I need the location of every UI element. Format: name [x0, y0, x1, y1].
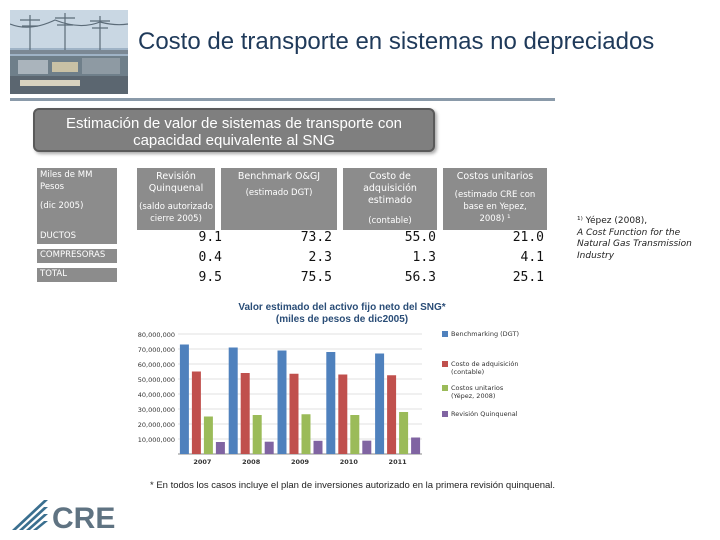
bar	[277, 350, 287, 454]
y-tick-label: 80,000,000	[138, 331, 175, 339]
table-cell: 55.0	[404, 230, 436, 245]
legend-label: Costo de adquisición (contable)	[451, 360, 519, 376]
x-tick-label: 2008	[242, 458, 261, 466]
col-header-line: Costo de	[369, 171, 411, 182]
table-cell: 21.0	[512, 230, 544, 245]
bar	[411, 437, 421, 454]
y-tick-label: 50,000,000	[138, 376, 175, 384]
bar	[338, 374, 348, 454]
y-tick-label: 20,000,000	[138, 421, 175, 429]
legend-swatch	[442, 361, 448, 367]
row-label: DUCTOS	[37, 230, 117, 244]
table-cell: 1.3	[412, 250, 436, 265]
x-tick-label: 2010	[340, 458, 359, 466]
note-line: Natural Gas Transmission	[577, 239, 692, 249]
y-tick-label: 30,000,000	[138, 406, 175, 414]
col-header-line: (saldo autorizado	[139, 202, 213, 212]
logo-graphic: CRE	[12, 500, 115, 535]
table-corner: Miles de MM Pesos (dic 2005)	[37, 168, 117, 230]
chart-svg: Valor estimado del activo fijo neto del …	[138, 302, 519, 466]
cre-logo: CRE	[10, 496, 130, 535]
bar	[179, 344, 189, 454]
bar	[203, 416, 213, 454]
y-tick-label: 10,000,000	[138, 436, 175, 444]
bar	[399, 412, 409, 454]
y-tick-label: 40,000,000	[138, 391, 175, 399]
column-header: Costos unitarios (estimado CRE con base …	[443, 168, 547, 230]
x-tick-label: 2011	[389, 458, 408, 466]
bar	[252, 415, 262, 454]
table-cell: 2.3	[308, 250, 332, 265]
row-label: TOTAL	[37, 268, 117, 282]
col-header-line: (estimado DGT)	[245, 188, 313, 198]
corner-line2: (dic 2005)	[40, 201, 84, 211]
col-header-line: (estimado CRE con	[454, 190, 536, 200]
legend-label: Benchmarking (DGT)	[451, 330, 519, 338]
bar	[264, 441, 274, 454]
table-cell: 9.1	[198, 230, 222, 245]
chart-title: Valor estimado del activo fijo neto del …	[238, 302, 445, 313]
table-cell: 25.1	[512, 270, 544, 285]
bar	[228, 347, 238, 454]
legend-swatch	[442, 331, 448, 337]
table-cell: 75.5	[300, 270, 332, 285]
col-header-line: Benchmark O&GJ	[237, 171, 321, 182]
table-cell: 56.3	[404, 270, 436, 285]
y-tick-label: 70,000,000	[138, 346, 175, 354]
bar	[362, 440, 372, 454]
bar	[289, 373, 299, 454]
corner-line1: Miles de MM Pesos	[40, 170, 93, 192]
chart: Valor estimado del activo fijo neto del …	[132, 296, 552, 496]
table-cell: 4.1	[520, 250, 544, 265]
col-header-line: 2008) ¹	[479, 214, 511, 224]
subtitle-box: Estimación de valor de sistemas de trans…	[33, 108, 435, 152]
row-label: COMPRESORAS	[37, 249, 117, 263]
reference-note: ¹⁾ Yépez (2008), A Cost Function for the…	[577, 216, 702, 262]
col-header-line: cierre 2005)	[150, 214, 202, 224]
page-title: Costo de transporte en sistemas no depre…	[138, 28, 655, 55]
header-photo	[10, 10, 128, 94]
table-cell: 9.5	[198, 270, 222, 285]
bar	[387, 375, 397, 454]
note-line: ¹⁾ Yépez (2008),	[577, 216, 648, 226]
x-tick-label: 2009	[291, 458, 310, 466]
col-header-line: Revisión	[156, 171, 196, 182]
footnote: * En todos los casos incluye el plan de …	[150, 480, 556, 491]
bar	[326, 352, 336, 454]
column-header: Benchmark O&GJ (estimado DGT)	[221, 168, 337, 230]
column-header: Costo de adquisición estimado (contable)	[343, 168, 437, 230]
bar	[313, 440, 323, 454]
column-header: Revisión Quinquenal (saldo autorizado ci…	[137, 168, 215, 230]
legend-swatch	[442, 385, 448, 391]
legend-label: Costos unitarios (Yépez, 2008)	[451, 384, 504, 400]
note-line: Industry	[577, 250, 615, 261]
bar	[301, 414, 311, 454]
col-header-line: estimado	[367, 195, 413, 206]
legend-label: Revisión Quinquenal	[451, 410, 518, 418]
table-cell: 73.2	[300, 230, 332, 245]
legend-swatch	[442, 411, 448, 417]
bar	[240, 373, 250, 454]
table-cell: 0.4	[198, 250, 222, 265]
bar	[191, 371, 201, 454]
col-header-line: adquisición	[363, 183, 417, 194]
chart-subtitle: (miles de pesos de dic2005)	[276, 314, 408, 325]
note-line: A Cost Function for the	[577, 227, 681, 238]
title-divider	[10, 98, 555, 101]
x-tick-label: 2007	[193, 458, 211, 466]
y-tick-label: 60,000,000	[138, 361, 175, 369]
bar	[215, 442, 225, 454]
col-header-line: Costos unitarios	[456, 171, 534, 182]
bar	[375, 353, 385, 454]
logo-text: CRE	[52, 502, 115, 532]
col-header-line: (contable)	[368, 216, 412, 226]
bar	[350, 415, 360, 454]
col-header-line: base en Yepez,	[463, 202, 527, 212]
col-header-line: Quinquenal	[148, 183, 204, 194]
